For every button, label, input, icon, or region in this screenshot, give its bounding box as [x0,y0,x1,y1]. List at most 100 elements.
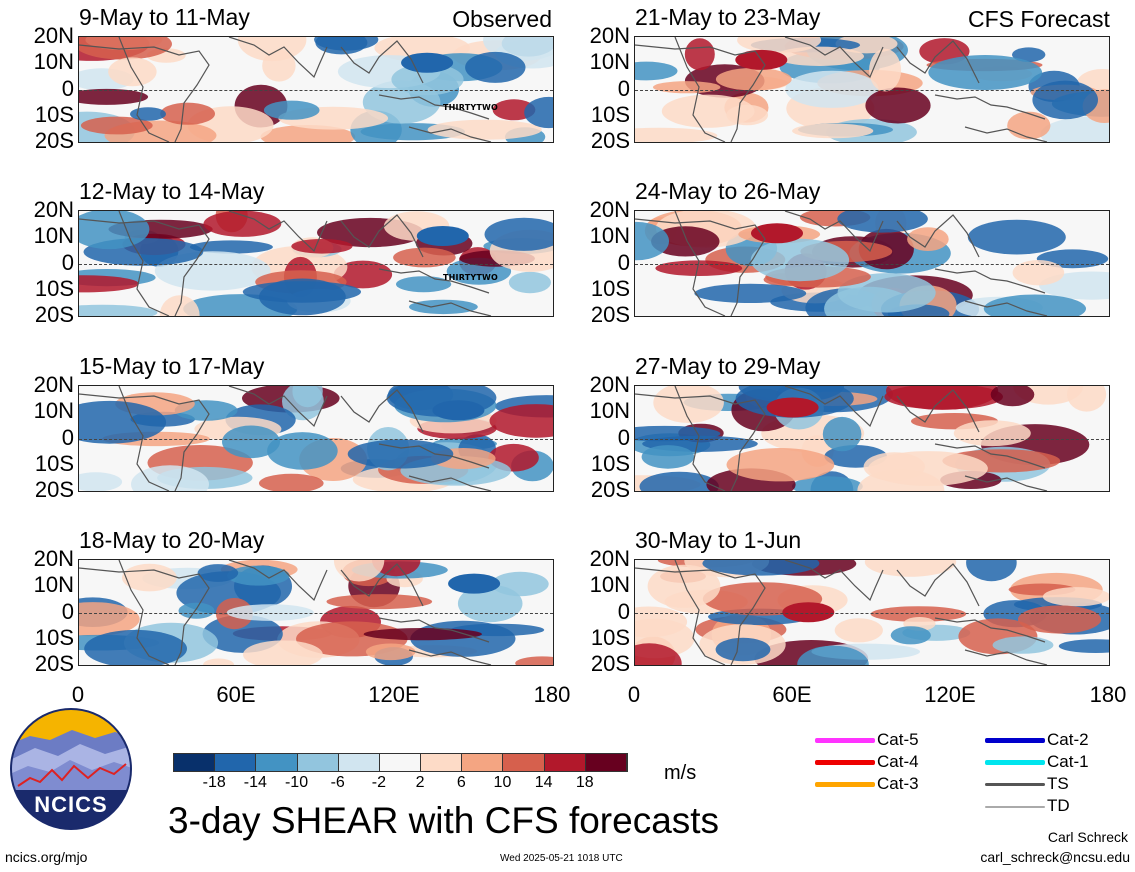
legend-label: Cat-4 [877,752,919,771]
lon-label: 180 [533,682,571,707]
lat-label: 20N [589,23,630,48]
shear-map [634,385,1110,492]
lon-label: 120E [924,682,976,707]
colorbar-swatch [297,754,339,771]
colorbar-swatch [585,754,627,771]
footer-author: Carl Schreck [1047,829,1128,845]
logo-text: NCICS [34,792,108,817]
legend-label: Cat-1 [1047,752,1089,771]
lat-label: 0 [61,75,74,101]
equator-line [79,612,553,614]
colorbar-swatch [544,754,586,771]
panel-title: 12-May to 14-May [79,178,265,204]
lat-label: 10N [589,398,630,424]
lon-label: 0 [71,682,85,707]
lat-label: 0 [617,249,630,275]
colorbar-label: 18 [575,774,594,791]
lat-label: 20S [34,128,74,153]
lat-label: 20S [590,477,630,502]
lat-label: 10S [34,450,74,476]
lat-label: 10S [590,624,630,650]
panel-title: 18-May to 20-May [79,527,265,553]
main-title: 3-day SHEAR with CFS forecasts [168,800,720,841]
legend-swatch [985,738,1045,743]
lat-label: 20N [33,197,74,222]
legend-label: Cat-3 [877,774,919,793]
lat-label: 20S [34,477,74,502]
lat-label: 20N [589,546,630,571]
lat-label: 20N [33,372,74,397]
lat-label: 10N [589,223,630,249]
panel-title: 24-May to 26-May [635,178,821,204]
lat-label: 10N [33,223,74,249]
lat-label: 0 [61,424,74,450]
legend-label: TS [1047,774,1069,793]
colorbar-label: 2 [415,774,425,791]
storm-label: THIRTYTWO [443,103,499,112]
legend-label: Cat-5 [877,730,919,749]
lat-label: 0 [61,249,74,275]
equator-line [79,89,553,91]
lat-label: 20N [33,23,74,48]
equator-line [635,438,1109,440]
lat-label: 20N [589,197,630,222]
shear-map [78,559,554,666]
colorbar-label: -10 [284,774,309,791]
shear-map [634,559,1110,666]
colorbar-label: -6 [330,774,345,791]
equator-line [79,263,553,265]
panel-title: 9-May to 11-May [79,4,250,30]
legend-swatch [815,782,875,787]
lat-label: 10N [33,572,74,598]
panel-title: 27-May to 29-May [635,353,821,379]
equator-line [635,612,1109,614]
lat-label: 0 [617,75,630,101]
colorbar-swatch [503,754,545,771]
shear-map [78,385,554,492]
storm-label: THIRTYTWO [443,273,499,282]
footer-timestamp: Wed 2025-05-21 1018 UTC [500,853,623,864]
panel-title: 15-May to 17-May [79,353,265,379]
legend-swatch [985,783,1045,786]
lat-label: 20N [33,546,74,571]
colorbar-swatch [174,754,216,771]
lat-label: 20S [590,651,630,676]
legend-label: TD [1047,796,1070,815]
ncics-logo: NCICS [10,708,132,830]
equator-line [635,263,1109,265]
colorbar-label: -18 [202,774,226,791]
lat-label: 0 [61,598,74,624]
colorbar [173,753,628,772]
lon-label: 0 [627,682,641,707]
lat-label: 10S [590,450,630,476]
lat-label: 10N [589,49,630,75]
lat-label: 10N [33,398,74,424]
colorbar-label: -2 [371,774,387,791]
colorbar-swatch [421,754,463,771]
lon-label: 60E [216,682,256,707]
colorbar-unit: m/s [664,762,697,784]
colorbar-swatch [462,754,504,771]
lat-label: 10S [34,101,74,127]
footer-email[interactable]: carl_schreck@ncsu.edu [980,849,1130,865]
colorbar-swatch [379,754,422,771]
panel-tag: CFS Forecast [968,6,1110,32]
legend-swatch [985,760,1045,765]
panel-tag: Observed [452,6,552,32]
footer-url[interactable]: ncics.org/mjo [5,849,88,865]
colorbar-swatch [215,754,257,771]
legend-swatch [815,760,875,765]
panel-title: 30-May to 1-Jun [635,527,802,553]
legend-swatch [985,806,1045,808]
colorbar-swatch [338,754,380,771]
lat-label: 10S [590,275,630,301]
colorbar-swatch [256,754,298,771]
colorbar-label: 14 [534,774,553,791]
lat-label: 20N [589,372,630,397]
lat-label: 10N [33,49,74,75]
shear-map: THIRTYTWO [78,36,554,143]
lat-label: 10S [34,275,74,301]
lon-label: 60E [772,682,812,707]
lon-label: 180 [1089,682,1127,707]
legend-swatch [815,738,875,743]
